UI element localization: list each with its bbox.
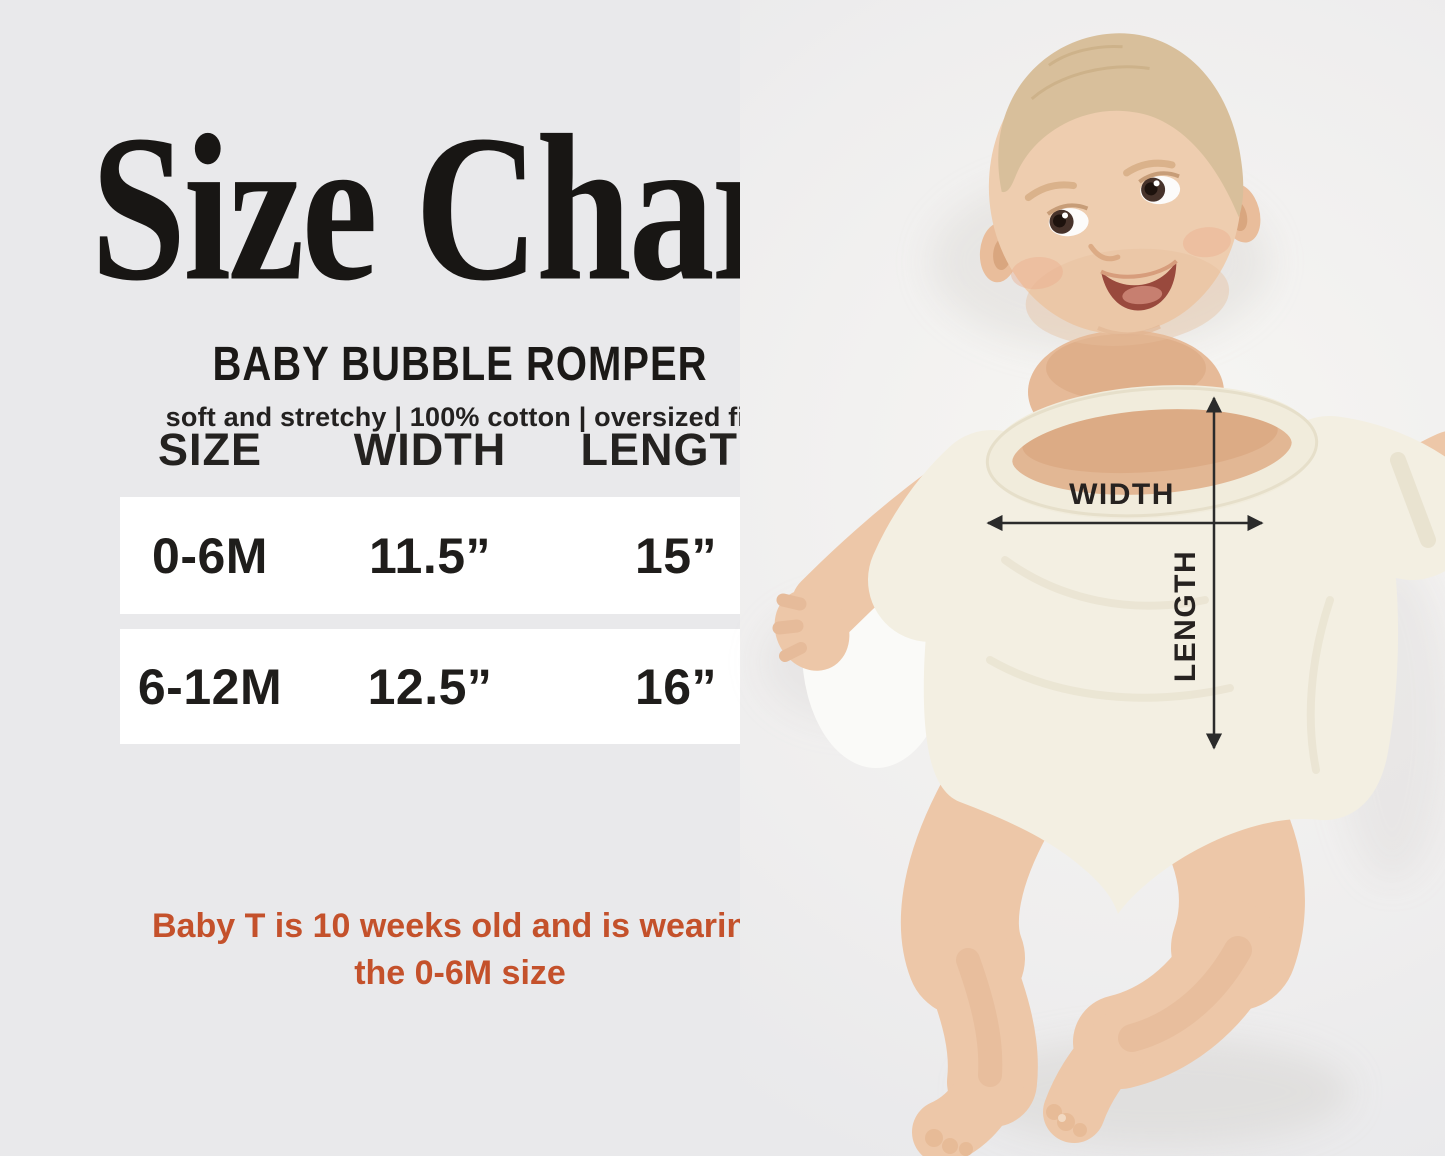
page-title: Size Chart	[90, 93, 843, 325]
column-header-width: WIDTH	[353, 424, 507, 475]
baby-eyes	[1046, 171, 1181, 237]
width-dimension-label: WIDTH	[1069, 478, 1175, 511]
baby-eyebrows	[1024, 159, 1176, 202]
column-header-length: LENGTH	[580, 424, 772, 475]
romper-left-sleeve	[868, 430, 1054, 642]
baby-hair	[998, 33, 1244, 218]
size-value: 6-12M	[137, 658, 283, 715]
photo-shadows	[762, 172, 1445, 1147]
baby-right-arm	[1352, 431, 1445, 558]
baby-face	[988, 46, 1242, 334]
length-value: 15”	[634, 527, 718, 584]
product-tagline: soft and stretchy | 100% cotton | oversi…	[165, 402, 755, 432]
baby-left-arm	[791, 465, 983, 641]
column-header-size: SIZE	[157, 424, 263, 475]
product-name: BABY BUBBLE ROMPER	[212, 338, 708, 391]
size-value: 0-6M	[152, 527, 268, 584]
baby-neck-shadow	[1046, 334, 1206, 402]
romper-neck-opening-shadow	[1022, 402, 1278, 474]
baby-nose	[1088, 243, 1121, 262]
length-value: 16”	[634, 658, 718, 715]
width-value: 12.5”	[367, 658, 493, 715]
size-table-header: SIZE WIDTH LENGTH	[120, 424, 792, 476]
table-row-6-12m: 6-12M 12.5” 16”	[120, 629, 792, 744]
length-dimension-label: LENGTH	[1169, 549, 1202, 683]
baby-legs	[900, 747, 1305, 1156]
baby-neck	[1028, 330, 1224, 454]
width-value: 11.5”	[368, 527, 492, 584]
baby-head	[979, 33, 1261, 346]
romper-right-cuff	[1390, 452, 1436, 548]
baby-leg-shading	[956, 936, 1252, 1087]
model-note-line2: the 0-6M size	[354, 953, 566, 992]
model-note: Baby T is 10 weeks old and is wearing th…	[82, 903, 838, 997]
baby-toes	[925, 1104, 1087, 1156]
baby-arm-highlight	[802, 532, 950, 768]
baby-mouth	[1101, 260, 1177, 311]
romper-folds	[986, 556, 1334, 774]
model-note-line1: Baby T is 10 weeks old and is wearing	[151, 907, 768, 945]
romper-right-sleeve	[1264, 416, 1445, 580]
table-row-0-6m: 0-6M 11.5” 15”	[120, 497, 792, 614]
